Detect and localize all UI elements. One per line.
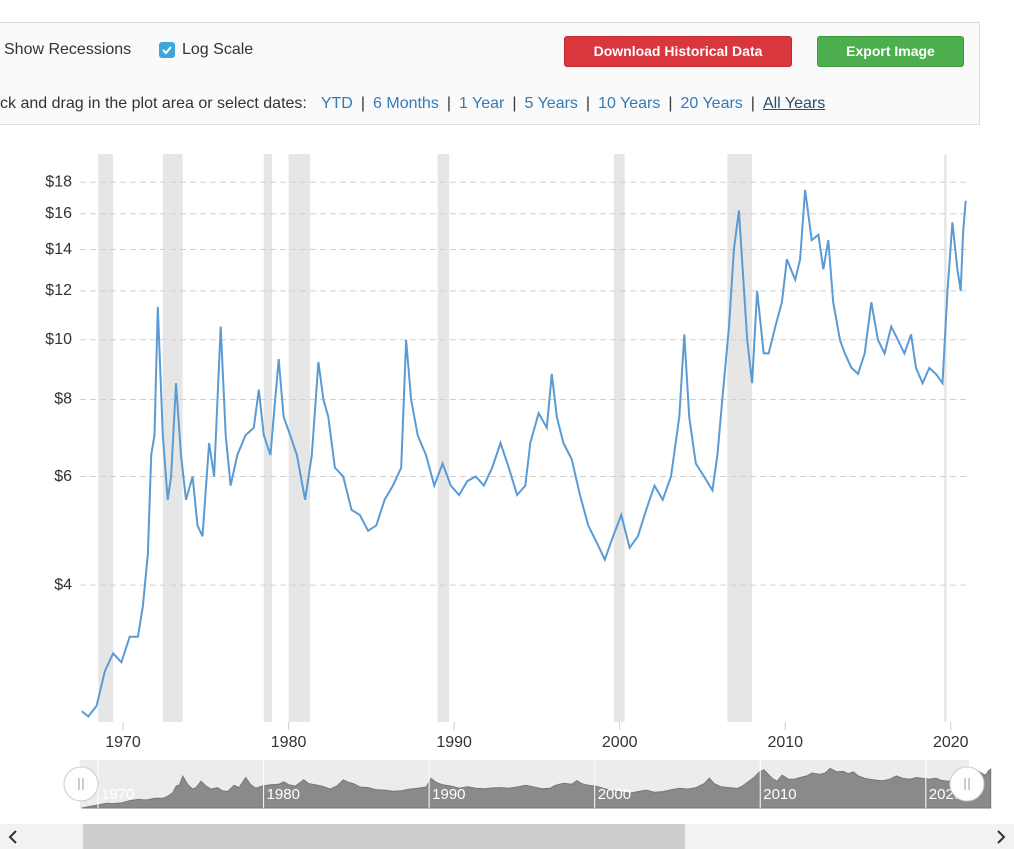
recession-band bbox=[437, 154, 450, 722]
navigator-handle[interactable] bbox=[949, 766, 985, 802]
price-line bbox=[81, 189, 967, 718]
navigator-label: 1970 bbox=[101, 786, 134, 803]
handle-circle bbox=[949, 766, 985, 802]
recession-band bbox=[98, 154, 114, 722]
recession-band bbox=[944, 154, 947, 722]
log-scale-label[interactable]: Log Scale bbox=[182, 41, 254, 58]
navigator-handle[interactable] bbox=[63, 766, 99, 802]
download-label: Download Historical Data bbox=[593, 43, 763, 59]
recession-band bbox=[263, 154, 273, 722]
export-button[interactable]: Export Image bbox=[817, 36, 964, 67]
recession-band bbox=[288, 154, 311, 722]
x-tick-label: 2010 bbox=[767, 734, 803, 751]
range-link[interactable]: YTD bbox=[320, 95, 353, 112]
separator: | bbox=[360, 95, 366, 112]
scroll-right bbox=[997, 830, 1006, 844]
navigator-label: 2000 bbox=[598, 786, 631, 803]
recession-band bbox=[613, 154, 625, 722]
x-tick-label: 1970 bbox=[105, 734, 141, 751]
x-tick-label: 1980 bbox=[271, 734, 307, 751]
scrollbar-thumb[interactable] bbox=[83, 824, 685, 849]
range-link[interactable]: 20 Years bbox=[680, 95, 743, 112]
separator: | bbox=[446, 95, 451, 112]
scroll-left bbox=[8, 830, 17, 844]
y-tick-label: $6 bbox=[54, 468, 72, 485]
log-scale-checkbox[interactable] bbox=[159, 42, 175, 58]
range-link[interactable]: 5 Years bbox=[524, 95, 578, 112]
separator: | bbox=[668, 95, 673, 112]
handle-grip bbox=[964, 778, 970, 790]
x-tick-label: 1990 bbox=[436, 734, 472, 751]
y-tick-label: $18 bbox=[45, 173, 72, 190]
range-link[interactable]: All Years bbox=[762, 95, 826, 112]
navigator-label: 1990 bbox=[432, 786, 465, 803]
handle-circle bbox=[63, 766, 99, 802]
show-recessions[interactable]: Show Recessions bbox=[4, 41, 132, 58]
separator: | bbox=[512, 95, 517, 112]
range-prompt: ck and drag in the plot area or select d… bbox=[0, 95, 307, 112]
navigator-label: 1980 bbox=[267, 786, 300, 803]
x-tick-label: 2000 bbox=[602, 734, 638, 751]
x-tick-label: 2020 bbox=[933, 734, 969, 751]
y-tick-label: $8 bbox=[54, 391, 72, 408]
y-tick-label: $12 bbox=[45, 282, 72, 299]
y-tick-label: $10 bbox=[45, 331, 72, 348]
y-tick-label: $14 bbox=[45, 241, 72, 258]
range-link[interactable]: 10 Years bbox=[598, 95, 661, 112]
navigator-area bbox=[81, 767, 992, 809]
range-bar: ck and drag in the plot area or select d… bbox=[0, 95, 825, 113]
export-label: Export Image bbox=[846, 43, 935, 59]
y-tick-label: $16 bbox=[45, 205, 72, 222]
navigator-label: 2010 bbox=[763, 786, 796, 803]
download-button[interactable]: Download Historical Data bbox=[564, 36, 792, 67]
separator: | bbox=[585, 95, 591, 112]
range-link[interactable]: 1 Year bbox=[458, 95, 505, 112]
toolbar bbox=[0, 22, 980, 125]
separator: | bbox=[750, 95, 755, 112]
range-link[interactable]: 6 Months bbox=[373, 95, 439, 112]
y-tick-label: $4 bbox=[54, 576, 72, 593]
handle-grip bbox=[78, 778, 84, 790]
recession-band bbox=[727, 154, 753, 722]
